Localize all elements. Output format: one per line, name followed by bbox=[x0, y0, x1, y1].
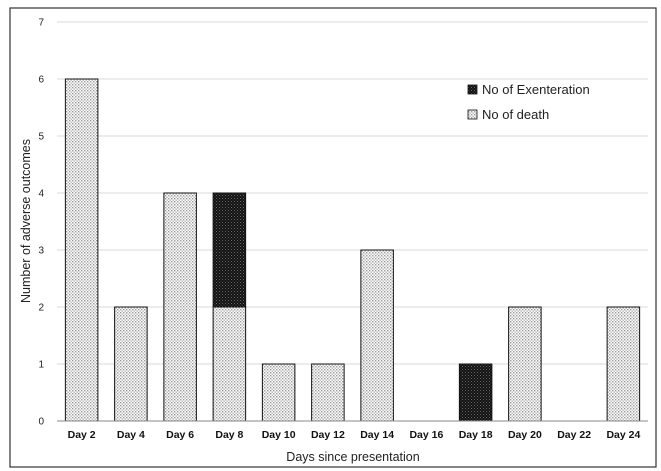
x-tick-label: Day 18 bbox=[459, 429, 493, 441]
y-tick-label: 3 bbox=[38, 246, 44, 257]
x-tick-label: Day 14 bbox=[360, 429, 394, 441]
x-tick-label: Day 20 bbox=[508, 429, 542, 441]
x-tick-label: Day 2 bbox=[68, 429, 96, 441]
x-tick-label: Day 22 bbox=[557, 429, 591, 441]
y-tick-label: 1 bbox=[38, 360, 44, 371]
legend-swatch bbox=[467, 109, 478, 120]
x-axis-title: Days since presentation bbox=[286, 450, 419, 464]
y-tick-label: 6 bbox=[38, 75, 44, 86]
chart-border bbox=[9, 7, 657, 468]
bar-exenteration-day-8 bbox=[212, 192, 247, 308]
bar-death-day-6 bbox=[163, 192, 197, 422]
legend: No of Exenteration No of death bbox=[467, 82, 590, 122]
bar-exenteration-day-18 bbox=[458, 363, 493, 422]
bar-death-day-4 bbox=[114, 306, 148, 422]
y-tick-label: 2 bbox=[38, 303, 44, 314]
x-axis-ticks: Day 2 Day 4 Day 6 Day 8 Day 10 Day 12 Day 14 Da… bbox=[68, 429, 641, 441]
x-tick-label: Day 6 bbox=[166, 429, 194, 441]
x-tick-label: Day 12 bbox=[311, 429, 345, 441]
legend-label: No of death bbox=[482, 107, 549, 122]
bar-death-day-12 bbox=[311, 363, 345, 422]
bar-death-day-20 bbox=[508, 306, 542, 422]
gridlines bbox=[57, 21, 648, 365]
y-tick-label: 5 bbox=[38, 132, 44, 143]
legend-label: No of Exenteration bbox=[482, 82, 590, 97]
x-tick-label: Day 10 bbox=[262, 429, 296, 441]
bar-death-day-10 bbox=[261, 363, 296, 422]
x-tick-label: Day 4 bbox=[117, 429, 145, 441]
bar-death-day-14 bbox=[360, 249, 394, 422]
y-axis-ticks: 0 1 2 3 4 5 6 7 bbox=[38, 18, 44, 428]
x-tick-label: Day 24 bbox=[606, 429, 640, 441]
bar-death-day-2 bbox=[64, 78, 99, 422]
y-axis-title: Number of adverse outcomes bbox=[19, 139, 33, 303]
bar-death-day-24 bbox=[606, 306, 641, 422]
bar-death-day-8 bbox=[212, 306, 247, 422]
y-tick-label: 7 bbox=[38, 18, 44, 29]
x-tick-label: Day 8 bbox=[215, 429, 243, 441]
x-tick-label: Day 16 bbox=[409, 429, 443, 441]
y-tick-label: 0 bbox=[38, 417, 44, 428]
y-tick-label: 4 bbox=[38, 189, 44, 200]
legend-swatch bbox=[467, 84, 478, 95]
